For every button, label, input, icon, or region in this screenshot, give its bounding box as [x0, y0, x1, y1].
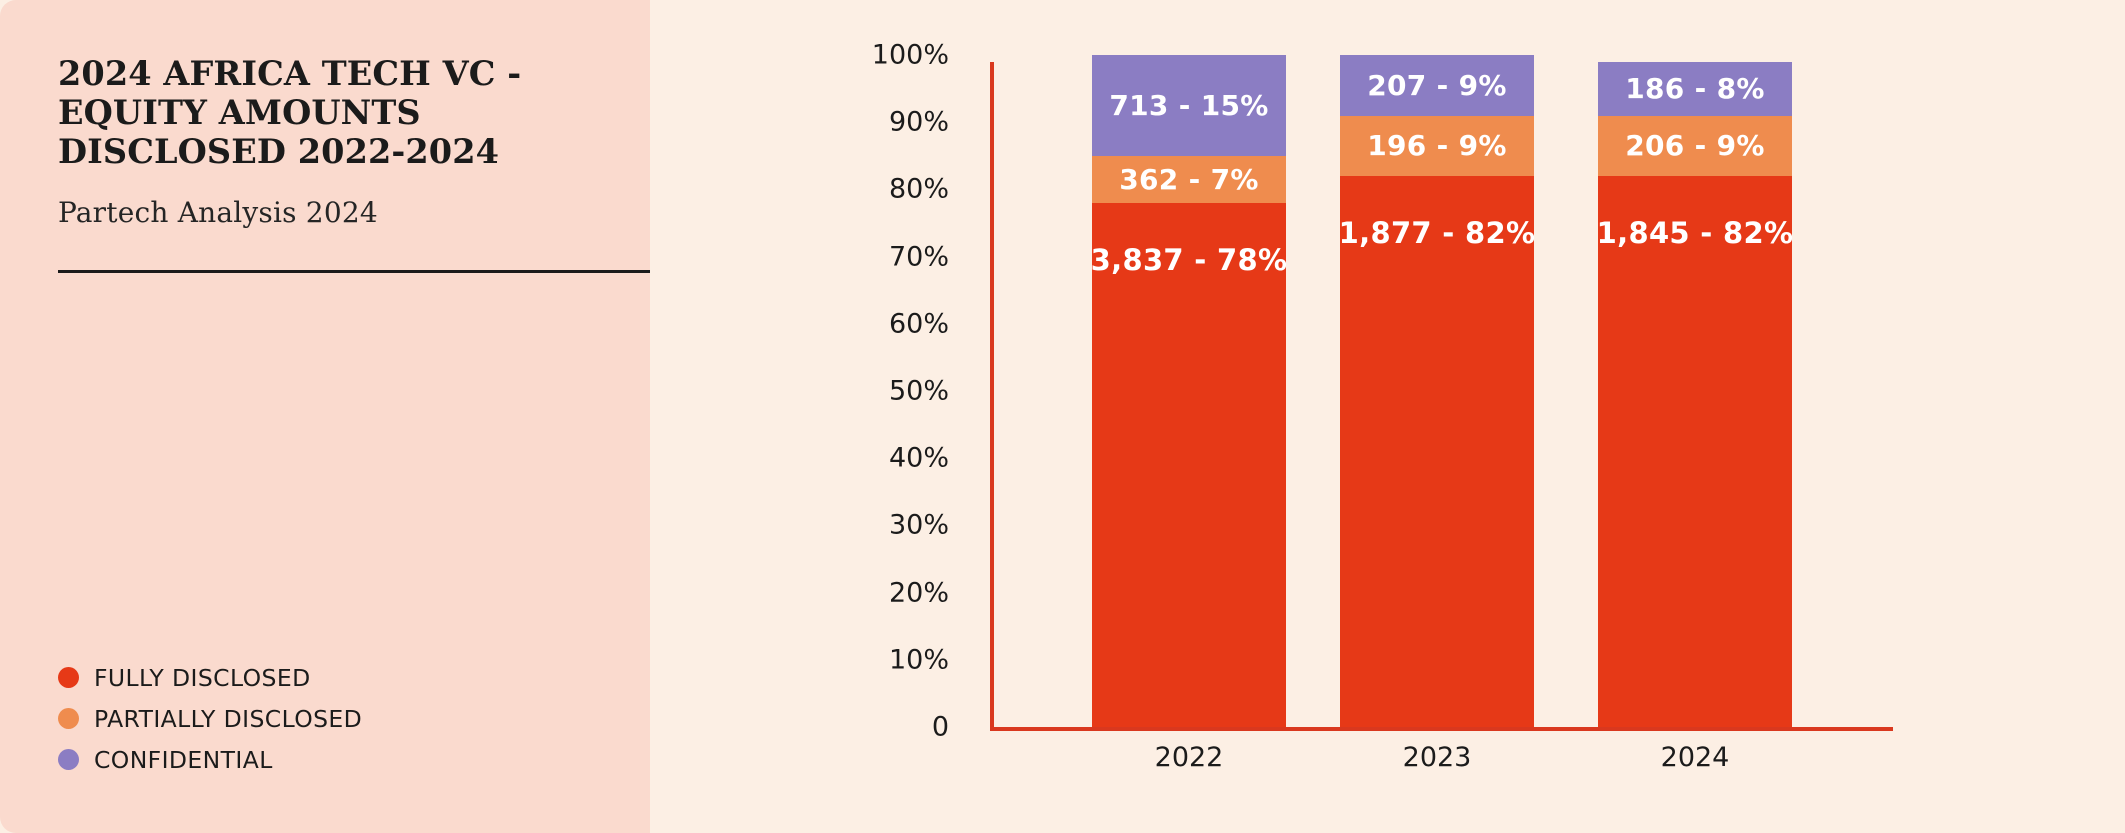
plot-panel: 100% 90% 80% 70% 60% 50% 40% 30% 20% 10% 0 713 - 1…: [650, 0, 2125, 833]
y-axis-tick: 40%: [888, 442, 949, 474]
bar-segment-confidential-2022[interactable]: 713 - 15%: [1092, 55, 1286, 156]
bar-segment-label: 207 - 9%: [1367, 68, 1507, 102]
bar-segment-fully-2024[interactable]: 1,845 - 82%: [1596, 175, 1794, 727]
bar-2022[interactable]: 713 - 15% 362 - 7% 3,837 - 78%: [1090, 55, 1288, 727]
bar-segment-confidential-2023[interactable]: 207 - 9%: [1340, 55, 1534, 116]
bar-2023[interactable]: 207 - 9% 196 - 9% 1,877 - 82%: [1338, 55, 1536, 727]
legend-item-label: CONFIDENTIAL: [94, 745, 273, 774]
y-axis-tick: 70%: [888, 241, 949, 273]
y-axis-tick: 30%: [888, 509, 949, 541]
x-axis-tick: 2023: [1402, 742, 1472, 773]
title-block: 2024 AFRICA TECH VC - EQUITY AMOUNTS DIS…: [58, 54, 658, 229]
y-axis-tick: 20%: [888, 577, 949, 609]
y-axis-tick: 0: [931, 711, 949, 743]
y-axis-line: [990, 62, 994, 729]
bar-segment-fully-2022[interactable]: 3,837 - 78%: [1090, 202, 1288, 727]
bar-segment-label: 1,845 - 82%: [1596, 215, 1794, 250]
title-divider: [58, 270, 650, 273]
y-axis-tick: 10%: [888, 644, 949, 676]
legend-swatch-partially-disclosed-icon: [58, 708, 79, 729]
x-axis-line: [990, 727, 1893, 731]
bar-segment-partial-2023[interactable]: 196 - 9%: [1340, 115, 1534, 176]
x-axis-tick: 2024: [1660, 742, 1730, 773]
legend-item-fully-disclosed[interactable]: FULLY DISCLOSED: [58, 657, 362, 698]
bar-2024[interactable]: 186 - 8% 206 - 9% 1,845 - 82%: [1596, 61, 1794, 727]
legend-swatch-confidential-icon: [58, 749, 79, 770]
bar-segment-partial-2022[interactable]: 362 - 7%: [1092, 155, 1286, 203]
page-subtitle: Partech Analysis 2024: [58, 195, 378, 229]
bar-segment-label: 1,877 - 82%: [1338, 215, 1536, 250]
bar-segment-label: 362 - 7%: [1119, 162, 1259, 196]
page-title: 2024 AFRICA TECH VC - EQUITY AMOUNTS DIS…: [58, 54, 522, 171]
bar-segment-label: 196 - 9%: [1367, 129, 1507, 163]
bar-segment-label: 713 - 15%: [1109, 88, 1269, 122]
legend-item-confidential[interactable]: CONFIDENTIAL: [58, 739, 362, 780]
bar-segment-label: 206 - 9%: [1625, 129, 1765, 163]
legend-item-label: PARTIALLY DISCLOSED: [94, 704, 363, 733]
y-axis-tick: 60%: [888, 308, 949, 340]
legend-item-label: FULLY DISCLOSED: [94, 663, 311, 692]
x-axis-tick: 2022: [1154, 742, 1224, 773]
chart-legend: FULLY DISCLOSED PARTIALLY DISCLOSED CONFID…: [58, 657, 362, 780]
legend-swatch-fully-disclosed-icon: [58, 667, 79, 688]
legend-item-partially-disclosed[interactable]: PARTIALLY DISCLOSED: [58, 698, 362, 739]
bar-segment-confidential-2024[interactable]: 186 - 8%: [1598, 61, 1792, 116]
bar-segment-fully-2023[interactable]: 1,877 - 82%: [1338, 175, 1536, 727]
y-axis-tick: 90%: [888, 106, 949, 138]
y-axis-tick: 80%: [888, 173, 949, 205]
bar-segment-label: 186 - 8%: [1625, 72, 1765, 106]
y-axis-tick: 50%: [888, 375, 949, 407]
y-axis-tick: 100%: [871, 39, 949, 71]
bar-segment-label: 3,837 - 78%: [1090, 242, 1288, 277]
bar-segment-partial-2024[interactable]: 206 - 9%: [1598, 115, 1792, 176]
title-panel: 2024 AFRICA TECH VC - EQUITY AMOUNTS DIS…: [0, 0, 650, 833]
